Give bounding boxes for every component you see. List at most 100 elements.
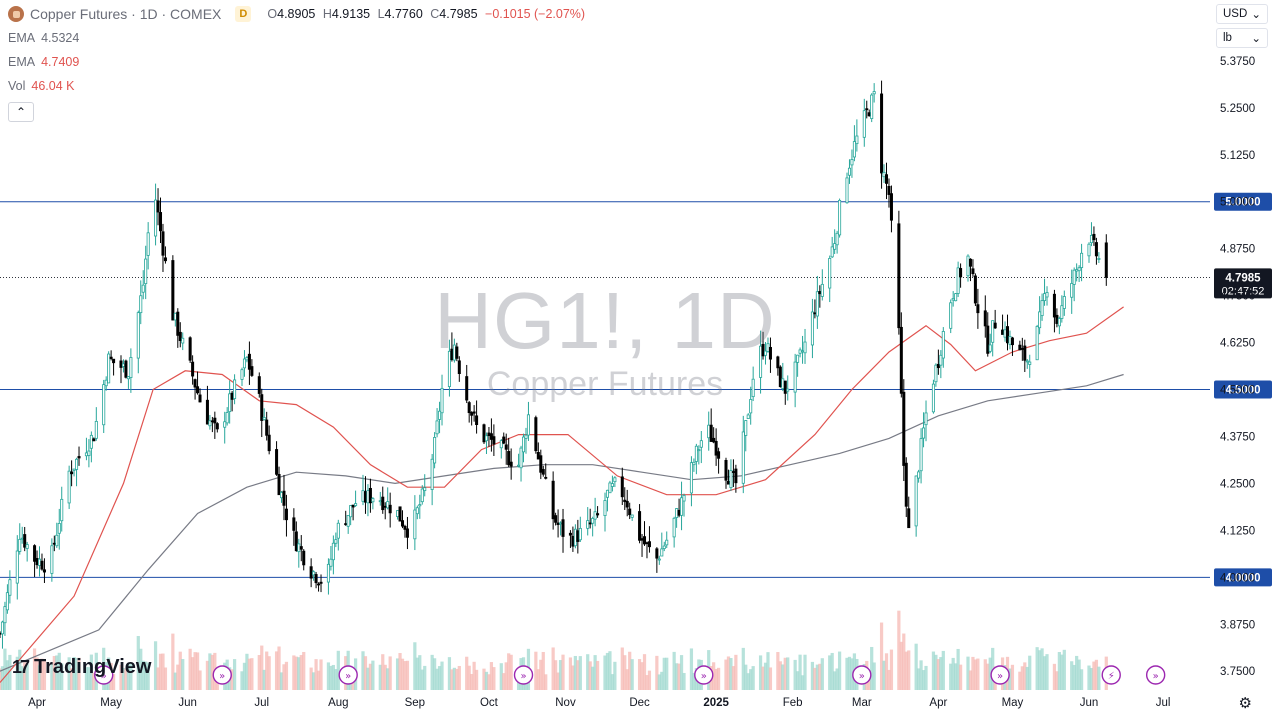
- candle-body: [712, 437, 716, 443]
- indicator-volume[interactable]: Vol 46.04 K: [8, 79, 75, 93]
- x-tick-label: Jun: [1080, 697, 1099, 709]
- volume-bar: [613, 661, 617, 690]
- candle-body: [1043, 293, 1047, 301]
- candle-body: [855, 135, 859, 145]
- volume-bar: [420, 669, 424, 690]
- candle-body: [880, 93, 884, 174]
- indicator-ema-slow[interactable]: EMA 4.5324: [8, 31, 80, 45]
- volume-bar: [1062, 649, 1066, 690]
- volume-bar: [437, 666, 442, 690]
- candle-body: [544, 476, 548, 479]
- volume-bar: [835, 668, 839, 690]
- currency-select[interactable]: USD ⌄: [1216, 4, 1268, 24]
- candle-body: [608, 482, 612, 494]
- candle-body: [245, 357, 249, 361]
- tradingview-logo[interactable]: 17 TradingView: [12, 656, 152, 678]
- candle-body: [966, 255, 970, 277]
- candle-body: [447, 350, 451, 387]
- volume-bar: [746, 673, 750, 690]
- candle-body: [541, 469, 545, 475]
- volume-bar: [400, 658, 405, 690]
- volume-bar: [623, 655, 627, 690]
- candle-body: [250, 366, 254, 376]
- candle-body: [899, 326, 903, 394]
- indicator-ema-fast[interactable]: EMA 4.7409: [8, 55, 80, 69]
- volume-bar: [279, 672, 284, 690]
- volume-bar: [242, 662, 247, 690]
- candle-body: [628, 508, 632, 516]
- volume-bar: [361, 651, 365, 690]
- volume-bar: [820, 658, 824, 690]
- volume-bar: [568, 657, 573, 690]
- candle-body: [983, 310, 987, 327]
- volume-bar: [573, 655, 577, 690]
- volume-bar: [571, 665, 575, 690]
- volume-bar: [889, 649, 894, 690]
- candle-body: [284, 508, 288, 521]
- settings-gear-icon[interactable]: ⚙: [1238, 695, 1252, 712]
- candle-body: [351, 504, 355, 508]
- y-tick-label: 5.1250: [1220, 150, 1255, 162]
- volume-bar: [551, 647, 555, 690]
- candle-body: [0, 621, 4, 635]
- volume-bar: [386, 668, 390, 690]
- legend-title[interactable]: Copper Futures · 1D · COMEX: [30, 6, 222, 22]
- volume-bar: [18, 649, 22, 690]
- candle-body: [139, 295, 143, 314]
- candle-body: [741, 431, 745, 484]
- volume-bar: [558, 660, 563, 690]
- volume-bar: [129, 663, 133, 690]
- candle-body: [986, 325, 990, 354]
- volume-bar: [1077, 659, 1081, 690]
- volume-bar: [556, 672, 560, 690]
- candle-body: [415, 507, 419, 515]
- volume-bar: [660, 671, 664, 690]
- volume-bar: [299, 655, 303, 690]
- volume-bar: [1035, 647, 1039, 690]
- volume-bar: [796, 671, 800, 690]
- volume-bar: [1087, 665, 1091, 690]
- event-arrow-icon: »: [219, 671, 225, 682]
- candle-body: [435, 420, 439, 435]
- horizontal-level-label: 4.0000: [1225, 572, 1260, 584]
- volume-bar: [499, 663, 503, 690]
- candle-body: [1003, 329, 1007, 338]
- volume-bar: [284, 661, 289, 690]
- y-tick-label: 4.1250: [1220, 525, 1255, 537]
- candle-body: [163, 257, 167, 262]
- volume-bar: [936, 659, 940, 690]
- candle-body: [726, 481, 730, 485]
- candle-body: [18, 538, 22, 552]
- candle-body: [941, 331, 945, 359]
- candle-body: [798, 349, 802, 354]
- volume-bar: [8, 654, 12, 690]
- candle-body: [378, 500, 382, 503]
- candle-body: [228, 393, 232, 413]
- event-arrow-icon: »: [997, 671, 1003, 682]
- volume-bar: [1094, 659, 1099, 690]
- volume-bar: [450, 669, 454, 690]
- candle-body: [0, 632, 2, 635]
- volume-bar: [850, 658, 854, 690]
- volume-bar: [191, 657, 195, 690]
- candle-body: [640, 538, 644, 541]
- unit-select[interactable]: lb ⌄: [1216, 28, 1268, 48]
- collapse-legend-button[interactable]: ⌃: [8, 102, 34, 122]
- volume-bar: [60, 663, 64, 690]
- candle-body: [196, 386, 200, 394]
- volume-bar: [156, 667, 160, 690]
- candle-body: [519, 447, 523, 469]
- candle-body: [492, 436, 496, 445]
- candle-body: [657, 558, 661, 561]
- candle-body: [484, 435, 488, 442]
- volume-bar: [452, 667, 456, 690]
- volume-bar: [971, 656, 975, 690]
- volume-bar: [331, 664, 335, 690]
- last-price-label: 4.7985: [1225, 272, 1261, 284]
- volume-bar: [368, 663, 373, 690]
- candle-body: [230, 392, 234, 400]
- horizontal-level-label: 5.0000: [1225, 197, 1260, 209]
- volume-bar: [470, 673, 474, 690]
- data-delay-badge[interactable]: D: [235, 6, 252, 22]
